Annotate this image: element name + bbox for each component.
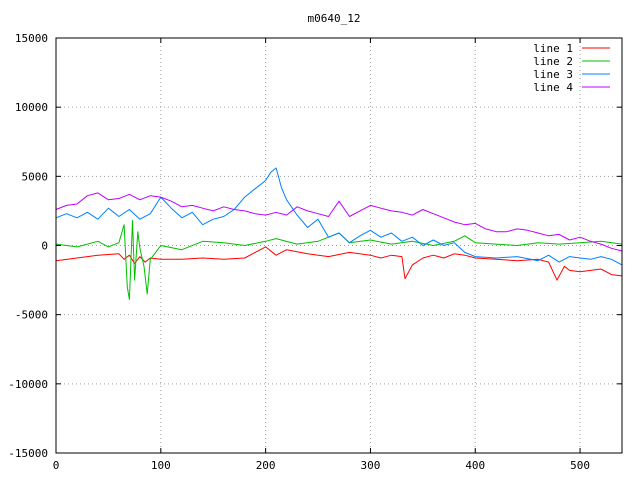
series-line-3 [55, 167, 623, 266]
legend-label: line 1 [533, 42, 573, 55]
legend-label: line 4 [533, 81, 573, 94]
axes: 0 100 200 300 400 500 -15000 -10000 -5000 0 5000 10… [8, 32, 622, 472]
x-tick-label: 100 [151, 459, 171, 472]
x-tick-label: 0 [53, 459, 60, 472]
x-tick-label: 400 [465, 459, 485, 472]
chart-title: m0640_12 [308, 12, 361, 25]
y-tick-label: 15000 [15, 32, 48, 45]
series-line-4 [55, 192, 623, 252]
y-tick-label: 0 [41, 240, 48, 253]
legend-label: line 3 [533, 68, 573, 81]
legend-label: line 2 [533, 55, 573, 68]
x-tick-label: 200 [256, 459, 276, 472]
y-tick-label: 5000 [22, 170, 49, 183]
y-tick-label: -5000 [15, 309, 48, 322]
grid-lines [56, 38, 622, 453]
series-lines [55, 167, 623, 300]
y-tick-label: 10000 [15, 101, 48, 114]
x-tick-label: 500 [570, 459, 590, 472]
x-tick-label: 300 [361, 459, 381, 472]
y-tick-label: -15000 [8, 447, 48, 460]
y-tick-label: -10000 [8, 378, 48, 391]
series-line-2 [55, 220, 623, 300]
